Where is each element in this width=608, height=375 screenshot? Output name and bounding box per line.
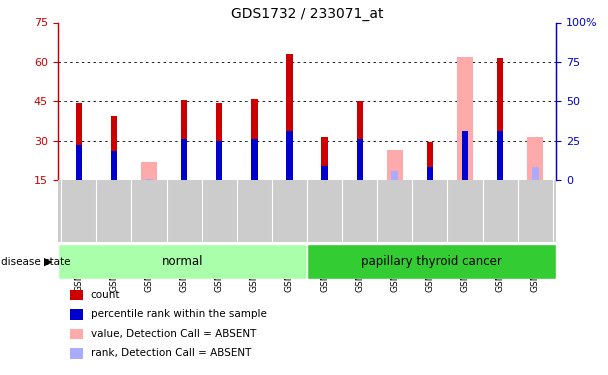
Bar — [286, 54, 292, 180]
Bar — [427, 142, 433, 180]
Bar — [286, 132, 292, 180]
Bar — [141, 162, 157, 180]
Text: disease state: disease state — [1, 256, 71, 267]
Bar — [497, 132, 503, 180]
Text: papillary thyroid cancer: papillary thyroid cancer — [361, 255, 502, 268]
Bar — [145, 179, 153, 180]
Bar — [356, 140, 363, 180]
Bar — [251, 140, 258, 180]
Bar — [322, 137, 328, 180]
Bar — [392, 171, 398, 180]
Bar — [462, 132, 468, 180]
Bar — [427, 167, 433, 180]
Bar — [75, 103, 82, 180]
Bar — [356, 101, 363, 180]
Bar — [181, 140, 187, 180]
Text: ▶: ▶ — [44, 256, 53, 267]
Bar — [111, 151, 117, 180]
Bar — [532, 167, 539, 180]
Bar — [75, 145, 82, 180]
Bar — [181, 100, 187, 180]
Text: normal: normal — [162, 255, 203, 268]
FancyBboxPatch shape — [307, 244, 556, 279]
Bar — [111, 116, 117, 180]
Text: value, Detection Call = ABSENT: value, Detection Call = ABSENT — [91, 329, 256, 339]
Bar — [216, 141, 223, 180]
Bar — [457, 57, 473, 180]
Bar — [497, 58, 503, 180]
Bar — [322, 166, 328, 180]
Bar — [216, 103, 223, 180]
Bar — [251, 99, 258, 180]
FancyBboxPatch shape — [58, 244, 307, 279]
Text: count: count — [91, 290, 120, 300]
Text: rank, Detection Call = ABSENT: rank, Detection Call = ABSENT — [91, 348, 251, 358]
Text: percentile rank within the sample: percentile rank within the sample — [91, 309, 266, 319]
Bar — [387, 150, 402, 180]
Title: GDS1732 / 233071_at: GDS1732 / 233071_at — [231, 8, 383, 21]
Bar — [527, 137, 543, 180]
